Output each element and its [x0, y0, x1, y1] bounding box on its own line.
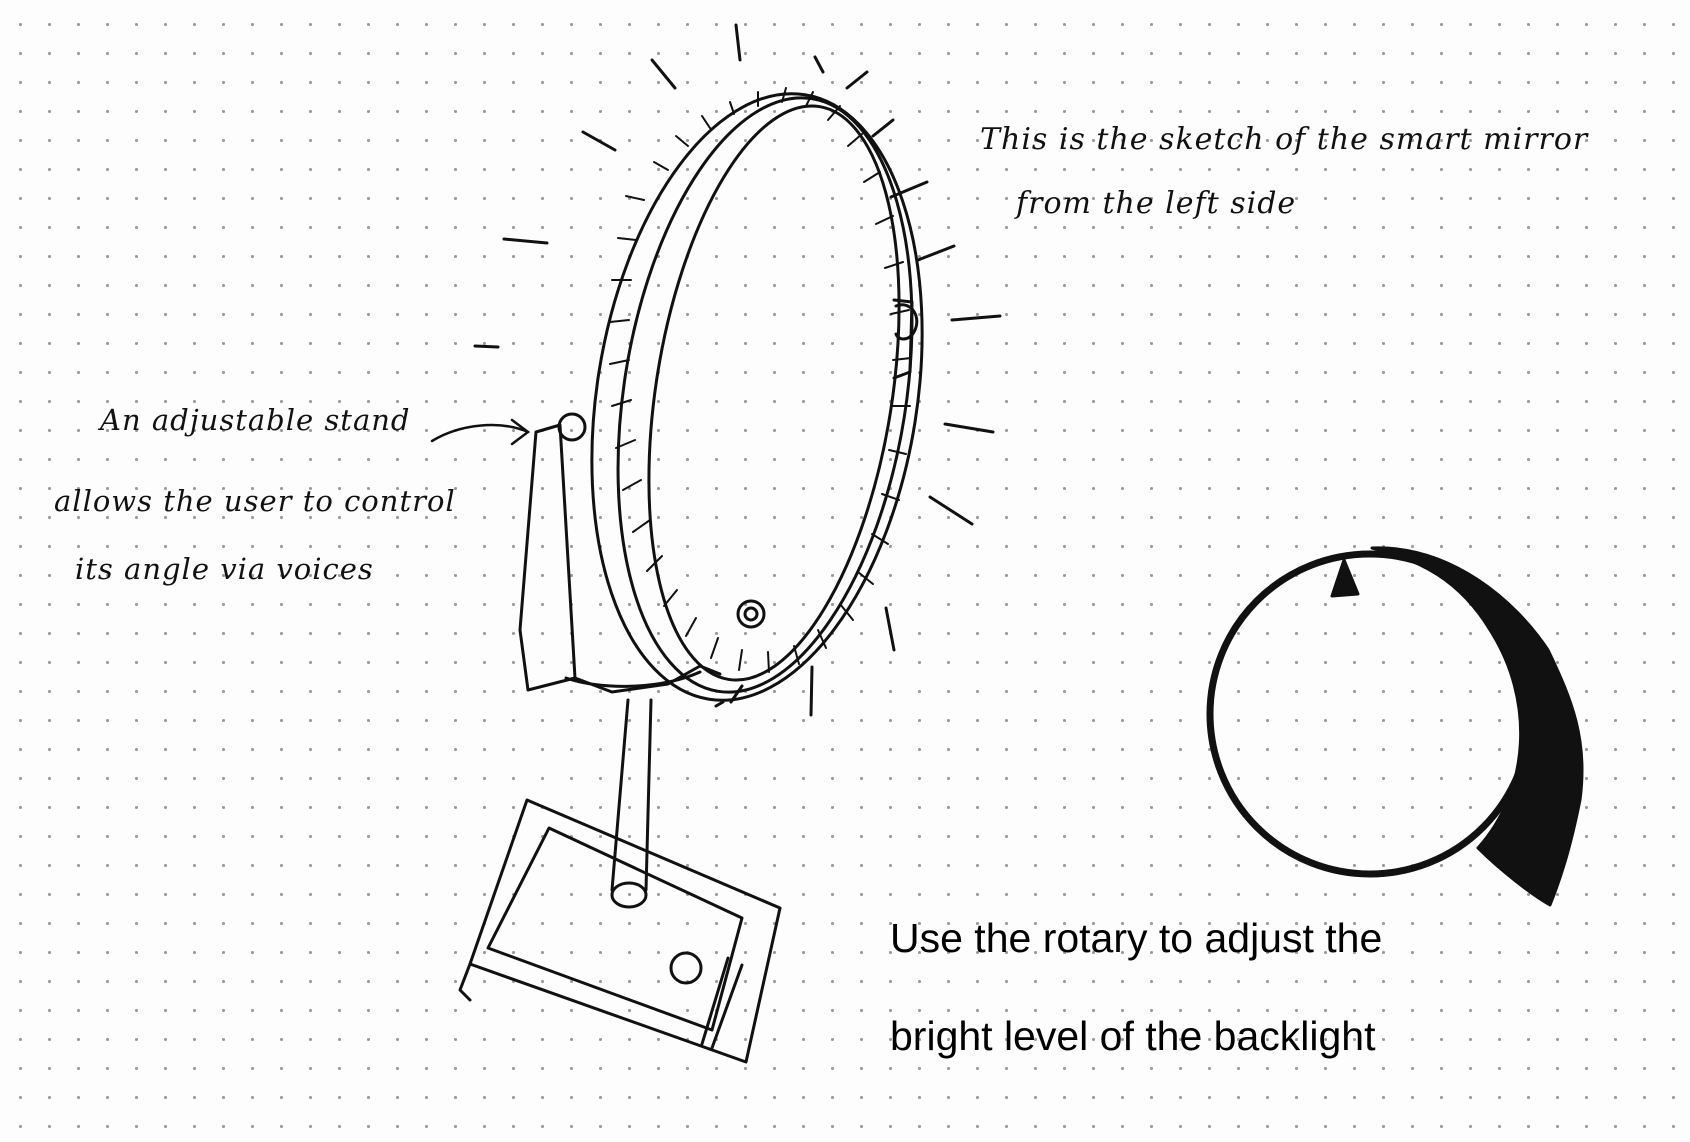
- rotary-note-line2: bright level of the backlight: [890, 1013, 1376, 1059]
- stand-note-line1: An adjustable stand: [100, 403, 411, 437]
- pointer-arrow: [430, 418, 531, 446]
- stand-note-line3: its angle via voices: [75, 552, 374, 586]
- mirror-note-line2: from the left side: [1016, 186, 1297, 221]
- stand-note-line2: allows the user to control: [54, 484, 456, 518]
- rotary-knob-sketch: [1206, 546, 1584, 907]
- smart-mirror-sketch: [458, 87, 924, 1064]
- rotary-note-line1: Use the rotary to adjust the: [890, 915, 1383, 961]
- mirror-note-line1: This is the sketch of the smart mirror: [980, 122, 1589, 157]
- light-rays: [473, 23, 1002, 717]
